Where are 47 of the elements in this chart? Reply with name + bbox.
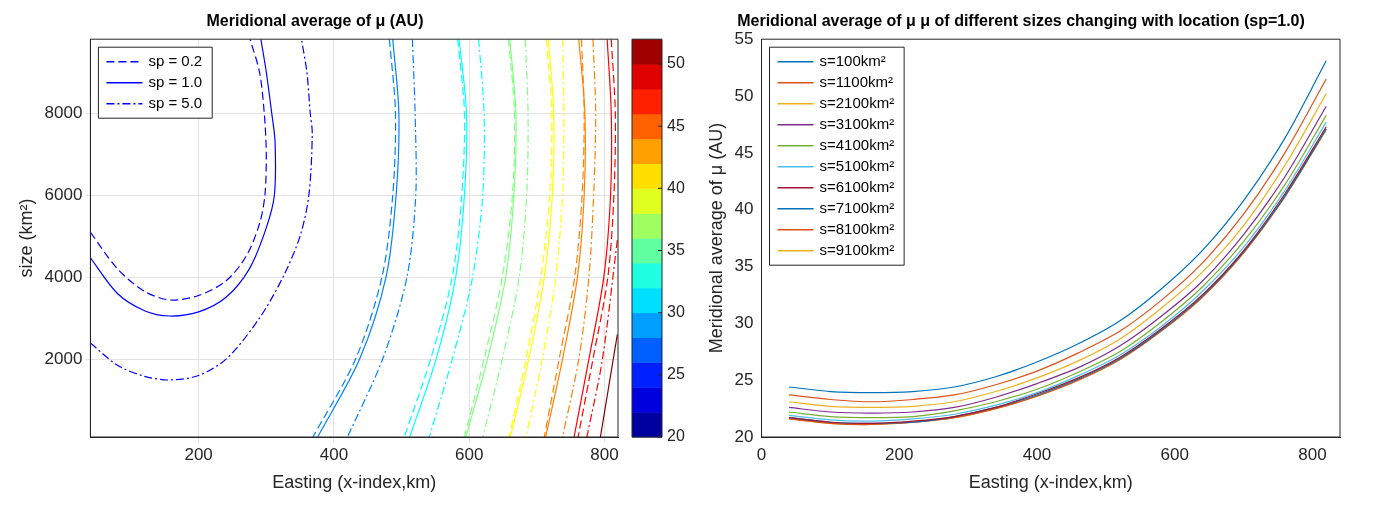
legend-label: s=7100km² (819, 198, 895, 216)
y-tick-label: 25 (734, 369, 754, 389)
y-tick-label: 40 (734, 199, 754, 219)
legend-label: sp = 0.2 (148, 51, 203, 69)
legend-label: s=3100km² (819, 114, 895, 132)
x-tick-label: 400 (319, 444, 349, 464)
y-tick-label: 55 (734, 28, 754, 48)
color-bar-label: 30 (667, 303, 685, 321)
legend-label: s=100km² (819, 51, 886, 69)
x-tick-label: 800 (1298, 444, 1327, 464)
color-bar-label: 25 (667, 365, 685, 383)
chart-title: Meridional average of μ (AU) (206, 12, 424, 30)
y-tick-label: 30 (734, 313, 754, 333)
x-axis-title: Easting (x-index,km) (968, 472, 1133, 493)
y-axis-title: Meridional average of μ (AU) (705, 122, 726, 354)
legend-label: s=4100km² (819, 135, 895, 153)
chart-title: Meridional average of μ μ of different sizes changing with location (sp=1.0) (737, 12, 1305, 30)
legend-label: s=2100km² (819, 93, 895, 111)
color-bar-label: 40 (667, 178, 685, 196)
y-tick-label: 50 (734, 85, 754, 105)
y-tick-label: 2000 (44, 348, 83, 368)
legend-label: sp = 1.0 (148, 72, 203, 90)
y-tick-label: 8000 (44, 102, 83, 122)
y-tick-label: 4000 (44, 266, 83, 286)
x-axis-title: Easting (x-index,km) (272, 472, 437, 493)
y-tick-label: 45 (734, 142, 754, 162)
legend-label: s=1100km² (819, 72, 894, 90)
legend-label: s=5100km² (819, 156, 895, 174)
color-bar-label: 45 (667, 116, 685, 134)
color-bar-label: 20 (667, 427, 685, 445)
x-tick-label: 600 (1160, 444, 1189, 464)
legend-label: s=8100km² (819, 219, 895, 237)
x-tick-label: 400 (1022, 444, 1052, 464)
y-tick-label: 20 (734, 426, 754, 446)
x-tick-label: 200 (184, 444, 213, 464)
y-tick-label: 6000 (44, 184, 83, 204)
x-tick-label: 600 (455, 444, 484, 464)
legend-label: sp = 5.0 (148, 93, 203, 111)
legend-label: s=6100km² (819, 177, 895, 195)
x-tick-label: 800 (590, 444, 619, 464)
color-bar-label: 35 (667, 240, 685, 258)
y-tick-label: 35 (734, 256, 754, 276)
color-bar-label: 50 (667, 54, 685, 72)
y-axis-title: size (km²) (15, 198, 36, 278)
x-tick-label: 200 (885, 444, 914, 464)
x-tick-label: 0 (756, 444, 767, 464)
legend-label: s=9100km² (819, 240, 895, 258)
